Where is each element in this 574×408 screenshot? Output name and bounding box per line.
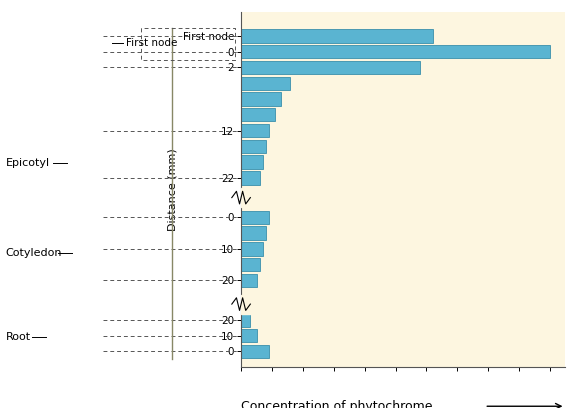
Bar: [241, 140, 266, 153]
Bar: [241, 329, 257, 342]
Bar: [241, 124, 269, 137]
Bar: [241, 171, 259, 184]
Bar: [241, 211, 269, 224]
Bar: [241, 45, 550, 58]
Bar: [241, 226, 266, 240]
Bar: [241, 155, 263, 169]
Bar: [241, 188, 565, 207]
Text: First node: First node: [126, 38, 178, 48]
Text: Epicotyl: Epicotyl: [6, 158, 50, 168]
Y-axis label: Distance (mm): Distance (mm): [167, 149, 177, 231]
Bar: [241, 313, 250, 326]
Bar: [241, 29, 433, 42]
Bar: [241, 61, 420, 74]
Bar: [241, 77, 290, 90]
Bar: [241, 92, 281, 106]
Bar: [241, 295, 565, 314]
Text: Cotyledon: Cotyledon: [6, 248, 62, 258]
Bar: [241, 274, 257, 287]
Bar: [241, 345, 269, 358]
Bar: [241, 258, 259, 271]
Text: Root: Root: [6, 332, 31, 341]
Text: Concentration of phytochrome: Concentration of phytochrome: [241, 400, 433, 408]
Bar: [241, 242, 263, 255]
Bar: [241, 108, 275, 122]
